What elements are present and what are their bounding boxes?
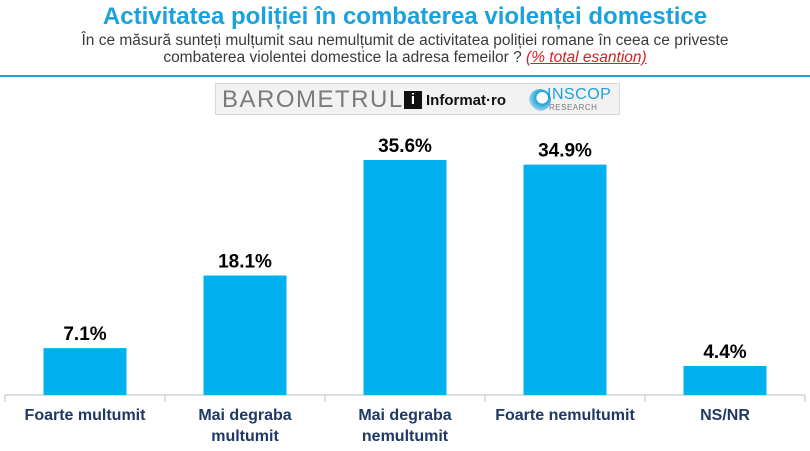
informat-logo-text: Informat [426, 91, 486, 109]
informat-logo-dot: · [486, 91, 491, 109]
bar [363, 160, 447, 395]
inscop-logo-text: INSCOP [547, 86, 612, 103]
data-label: 35.6% [378, 136, 432, 157]
x-tick-label: Foarte multumit [25, 407, 147, 424]
chart-title: Activitatea poliției în combaterea viole… [102, 3, 708, 30]
x-tick-label: NS/NR [700, 407, 750, 424]
bar [683, 365, 767, 395]
data-label: 4.4% [703, 342, 746, 363]
x-tick-label: Mai degraba [198, 407, 291, 424]
header-divider [0, 75, 810, 77]
barometrul-logo: BAROMETRUL [222, 86, 404, 113]
x-tick-label: Foarte nemultumit [495, 407, 635, 424]
informat-logo: i Informat · ro [404, 90, 506, 110]
data-label: 7.1% [63, 324, 106, 345]
x-tick-label: Mai degraba [358, 407, 451, 424]
logo-band: BAROMETRUL i Informat · ro INSCOP RESEAR… [215, 83, 620, 115]
bar [523, 164, 607, 395]
inscop-logo: INSCOP RESEARCH [529, 86, 617, 114]
x-tick-label: nemultumit [362, 428, 449, 445]
data-label: 18.1% [218, 252, 272, 273]
subtitle-note: (% total esantion) [526, 49, 647, 66]
chart-subtitle: În ce măsură sunteți mulțumit sau nemulț… [20, 32, 790, 66]
subtitle-line-2: combaterea violentei domestice la adresa… [163, 49, 522, 66]
bar [203, 275, 287, 395]
bar [43, 348, 127, 395]
informat-mark-icon: i [404, 91, 422, 109]
subtitle-line-1: În ce măsură sunteți mulțumit sau nemulț… [81, 32, 729, 49]
data-label: 34.9% [538, 141, 592, 162]
inscop-swirl-icon [529, 89, 551, 111]
inscop-logo-subtext: RESEARCH [549, 103, 598, 112]
informat-logo-suffix: ro [491, 91, 506, 109]
x-tick-label: multumit [211, 428, 279, 445]
